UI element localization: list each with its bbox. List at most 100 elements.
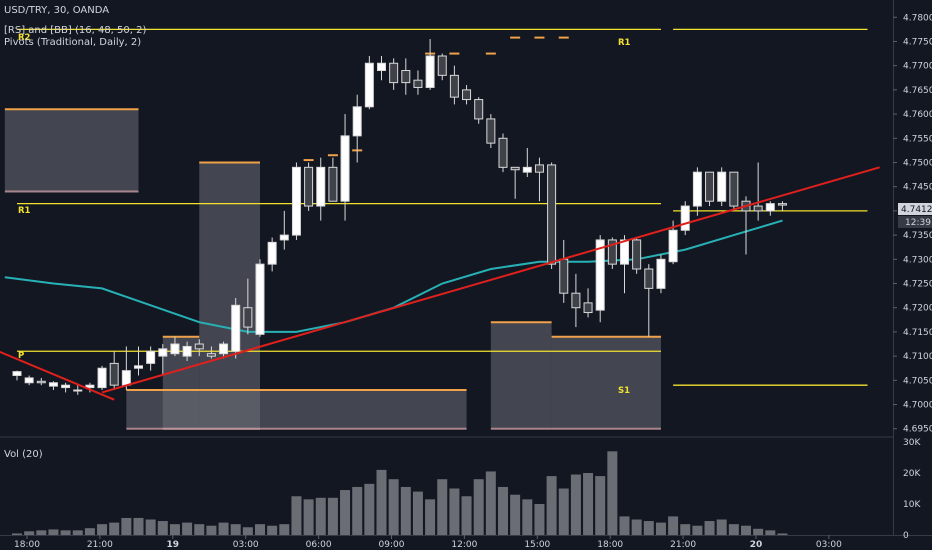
candle-body-23 [291, 166, 301, 236]
time-tick-label-11: 03:00 [816, 540, 842, 550]
volume-tick-label-20K: 20K [903, 469, 921, 479]
moving-average-line [4, 219, 783, 333]
volume-title[interactable]: Vol (20) [4, 449, 43, 460]
candle-body-44 [547, 164, 557, 265]
volume-bar-58 [716, 519, 727, 535]
candle-body-63 [777, 203, 787, 206]
volume-bar-44 [546, 476, 557, 535]
time-tick-label-7: 15:00 [524, 540, 550, 550]
time-tick-label-6: 12:00 [451, 540, 477, 550]
candle-body-27 [340, 135, 350, 202]
candle-body-49 [607, 239, 617, 265]
volume-bar-47 [583, 473, 594, 535]
price-tick-label-4.78000: 4.78000 [903, 13, 932, 23]
time-tick-label-9: 21:00 [670, 540, 696, 550]
price-tick-label-4.73500: 4.73500 [903, 231, 932, 241]
candle-body-18 [231, 304, 241, 352]
band-area-5 [551, 336, 661, 429]
axes: 4.78000 4.77500 4.77000 4.76500 4.76000 4.755… [14, 13, 932, 550]
countdown-label: 12:39 [905, 218, 931, 228]
candle-body-24 [304, 166, 314, 207]
candle-body-55 [680, 205, 690, 231]
volume-bar-27 [340, 490, 351, 535]
volume-bar-24 [303, 499, 314, 535]
volume-bar-2 [36, 530, 47, 535]
trendline-0 [0, 350, 115, 401]
trendline-1 [101, 166, 880, 394]
indicator-rs-bb[interactable]: [RS] and [BB] (16, 48, 50, 2) [4, 25, 147, 36]
volume-bar-23 [291, 496, 302, 535]
volume-bar-61 [753, 528, 764, 535]
volume-bar-34 [425, 499, 436, 535]
volume-bar-63 [777, 533, 788, 535]
pivot-label-r1: R1 [18, 206, 31, 216]
time-tick-label-5: 09:00 [379, 540, 405, 550]
volume-bar-19 [242, 527, 253, 535]
pivot-lines: R2 R1 R1 P S1 [17, 28, 868, 396]
volume-bar-35 [437, 479, 448, 535]
time-tick-label-2: 19 [167, 540, 180, 550]
volume-bar-53 [655, 522, 666, 535]
time-tick-label-0: 18:00 [14, 540, 40, 550]
volume-bar-14 [182, 522, 193, 535]
volume-bar-41 [510, 494, 521, 535]
volume-bar-62 [765, 530, 776, 535]
band-area-2 [199, 162, 260, 429]
price-tick-label-4.70500: 4.70500 [903, 376, 932, 386]
volume-bar-28 [352, 486, 363, 535]
last-price-label: 4.74126 [901, 205, 932, 215]
volume-bar-57 [704, 521, 715, 535]
candle-body-61 [753, 205, 763, 212]
volume-bar-29 [364, 483, 375, 535]
candle-body-21 [267, 241, 277, 265]
last-price-box [898, 203, 932, 215]
candle-body-52 [644, 268, 654, 289]
pivot-label-r1-upper: R1 [618, 38, 631, 48]
volume-bars [12, 451, 788, 535]
volume-bar-4 [60, 530, 71, 535]
candle-body-58 [717, 171, 727, 202]
candle-body-0 [12, 371, 22, 376]
price-tick-label-4.72500: 4.72500 [903, 280, 932, 290]
candle-body-40 [498, 137, 508, 168]
band-area-0 [4, 109, 139, 192]
volume-bar-37 [461, 496, 472, 535]
volume-bar-49 [607, 451, 618, 535]
candle-body-3 [48, 382, 58, 387]
volume-bar-54 [668, 516, 679, 535]
volume-bar-22 [279, 524, 290, 535]
candle-body-47 [583, 302, 593, 314]
candle-body-25 [316, 166, 326, 207]
volume-bar-26 [327, 497, 338, 535]
volume-bar-1 [24, 531, 35, 535]
candle-body-16 [206, 353, 216, 357]
countdown-box [898, 216, 932, 228]
price-tick-label-4.74500: 4.74500 [903, 183, 932, 193]
candle-body-38 [474, 99, 484, 120]
candle-body-22 [279, 234, 289, 241]
indicator-pivots[interactable]: Pivots (Traditional, Daily, 2) [4, 37, 142, 48]
candle-body-13 [170, 343, 180, 355]
volume-bar-60 [741, 525, 751, 535]
volume-bar-6 [84, 528, 95, 535]
volume-bar-51 [631, 519, 642, 535]
candle-body-51 [632, 239, 642, 270]
last-price-marker: 4.74126 12:39 [898, 203, 932, 228]
price-tick-label-4.75000: 4.75000 [903, 158, 932, 168]
candle-body-5 [73, 389, 83, 392]
volume-bar-50 [619, 516, 630, 535]
candle-body-59 [729, 171, 739, 207]
volume-bar-56 [692, 525, 703, 535]
band-area-3 [126, 390, 467, 429]
price-tick-label-4.76000: 4.76000 [903, 110, 932, 120]
candle-body-17 [219, 343, 229, 355]
candle-body-53 [656, 258, 666, 289]
candle-body-46 [571, 292, 581, 309]
volume-tick-label-10K: 10K [903, 500, 921, 510]
candle-body-31 [389, 62, 399, 84]
symbol-title[interactable]: USD/TRY, 30, OANDA [4, 5, 110, 16]
price-tick-label-4.77000: 4.77000 [903, 62, 932, 72]
candle-body-32 [401, 70, 411, 84]
price-tick-label-4.73000: 4.73000 [903, 255, 932, 265]
